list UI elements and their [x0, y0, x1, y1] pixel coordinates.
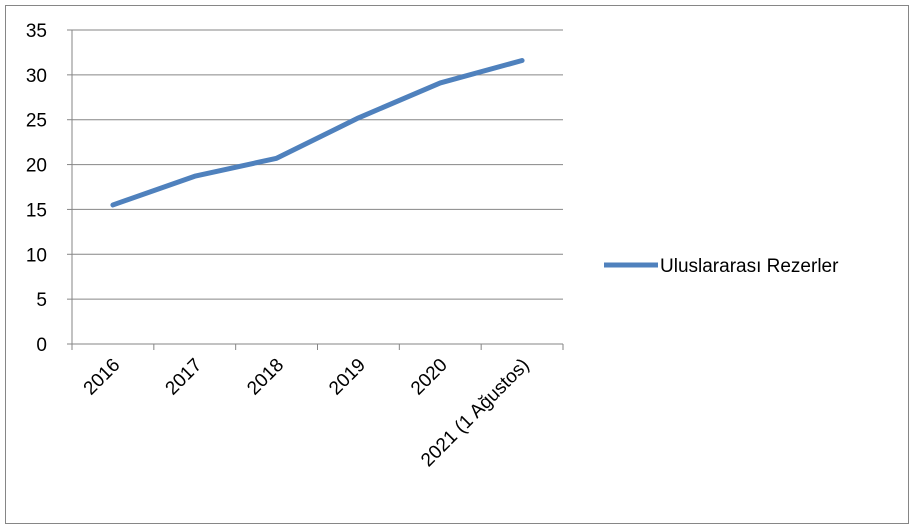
- x-tick-label: 2018: [243, 355, 288, 400]
- x-tick-label: 2016: [80, 355, 125, 400]
- x-tick-label: 2017: [162, 355, 207, 400]
- legend-label: Uluslararası Rezerler: [660, 256, 839, 277]
- series-line: [110, 58, 525, 208]
- axes: [67, 29, 564, 350]
- y-tick-label: 0: [36, 335, 47, 356]
- y-tick-label: 15: [26, 200, 47, 221]
- y-tick-label: 25: [26, 111, 47, 132]
- x-tick-label: 2020: [407, 355, 452, 400]
- series-layer: [110, 58, 525, 208]
- legend: Uluslararası Rezerler: [604, 256, 839, 277]
- y-tick-label: 5: [36, 290, 47, 311]
- y-tick-label: 30: [26, 66, 47, 87]
- y-tick-label: 35: [26, 21, 47, 42]
- gridlines: [72, 29, 563, 300]
- y-tick-label: 20: [26, 156, 47, 177]
- chart-frame: [5, 5, 909, 524]
- x-tick-label: 2019: [325, 355, 370, 400]
- y-tick-label: 10: [26, 245, 47, 266]
- y-axis-ticks: 0 5 10 15 20 25 30 35: [26, 21, 47, 356]
